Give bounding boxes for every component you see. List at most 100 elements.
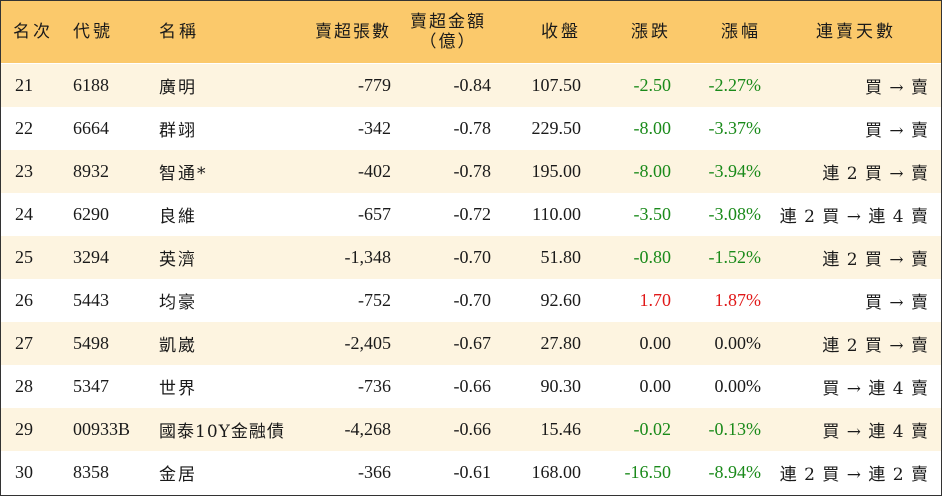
header-change: 漲跌 <box>631 22 671 42</box>
volume-cell: -342 <box>358 118 391 138</box>
name-cell: 國泰10Y金融債 <box>159 422 285 442</box>
header-pct: 漲幅 <box>721 22 761 42</box>
streak-cell: 買 → 賣 <box>864 78 929 98</box>
volume-cell: -1,348 <box>344 247 392 267</box>
pct-cell: -1.52% <box>708 247 762 267</box>
change-cell: 0.00 <box>639 333 672 353</box>
rank-cell: 30 <box>15 462 33 482</box>
code-cell: 8358 <box>73 462 109 482</box>
close-cell: 107.50 <box>531 75 582 95</box>
change-cell: 0.00 <box>639 376 672 396</box>
pct-cell: 0.00% <box>714 376 762 396</box>
streak-cell: 連 2 買 → 連 4 賣 <box>779 207 929 227</box>
amount-cell: -0.78 <box>453 118 492 138</box>
change-cell: -16.50 <box>624 462 672 482</box>
table-row: 29 00933B 國泰10Y金融債 -4,268 -0.66 15.46 -0… <box>1 408 941 451</box>
streak-cell: 買 → 賣 <box>864 293 929 313</box>
table-row: 21 6188 廣明 -779 -0.84 107.50 -2.50 -2.27… <box>1 64 941 107</box>
header-amount-line1: 賣超金額 <box>410 12 486 32</box>
rank-cell: 23 <box>15 161 33 181</box>
volume-cell: -752 <box>358 290 391 310</box>
close-cell: 195.00 <box>531 161 582 181</box>
header-net-sell-volume: 賣超張數 <box>315 22 391 42</box>
pct-cell: 1.87% <box>714 290 762 310</box>
volume-cell: -4,268 <box>344 419 392 439</box>
pct-cell: -3.37% <box>708 118 762 138</box>
volume-cell: -657 <box>358 204 391 224</box>
name-cell: 廣明 <box>159 78 197 98</box>
close-cell: 229.50 <box>531 118 582 138</box>
header-rank: 名次 <box>13 22 53 42</box>
table-header: 名次 代號 名稱 賣超張數 賣超金額 （億） 收盤 漲跌 漲幅 連賣天數 <box>1 1 941 63</box>
pct-cell: -2.27% <box>708 75 762 95</box>
close-cell: 90.30 <box>540 376 582 396</box>
table-row: 26 5443 均豪 -752 -0.70 92.60 1.70 1.87% 買… <box>1 279 941 322</box>
name-cell: 群翊 <box>159 121 197 141</box>
change-cell: -0.02 <box>633 419 672 439</box>
streak-cell: 買 → 連 4 賣 <box>822 379 929 399</box>
volume-cell: -736 <box>358 376 391 396</box>
rank-cell: 24 <box>15 204 33 224</box>
code-cell: 6188 <box>73 75 109 95</box>
rank-cell: 28 <box>15 376 33 396</box>
streak-cell: 買 → 連 4 賣 <box>822 422 929 442</box>
name-cell: 世界 <box>159 379 197 399</box>
close-cell: 110.00 <box>532 204 581 224</box>
pct-cell: -3.08% <box>708 204 762 224</box>
change-cell: -8.00 <box>633 161 672 181</box>
amount-cell: -0.61 <box>453 462 492 482</box>
code-cell: 5443 <box>73 290 109 310</box>
table-row: 23 8932 智通* -402 -0.78 195.00 -8.00 -3.9… <box>1 150 941 193</box>
pct-cell: 0.00% <box>714 333 762 353</box>
amount-cell: -0.67 <box>453 333 492 353</box>
code-cell: 8932 <box>73 161 109 181</box>
table-row: 22 6664 群翊 -342 -0.78 229.50 -8.00 -3.37… <box>1 107 941 150</box>
header-name: 名稱 <box>159 22 199 42</box>
code-cell: 00933B <box>73 419 131 439</box>
rank-cell: 26 <box>15 290 33 310</box>
header-streak: 連賣天數 <box>816 22 896 42</box>
amount-cell: -0.70 <box>453 290 492 310</box>
amount-cell: -0.66 <box>453 419 492 439</box>
header-code: 代號 <box>73 22 113 42</box>
amount-cell: -0.72 <box>453 204 492 224</box>
code-cell: 3294 <box>73 247 109 267</box>
volume-cell: -402 <box>358 161 391 181</box>
change-cell: -3.50 <box>633 204 672 224</box>
code-cell: 5498 <box>73 333 109 353</box>
rank-cell: 21 <box>15 75 33 95</box>
volume-cell: -779 <box>358 75 391 95</box>
rank-cell: 22 <box>15 118 33 138</box>
change-cell: -2.50 <box>633 75 672 95</box>
code-cell: 5347 <box>73 376 109 396</box>
change-cell: -8.00 <box>633 118 672 138</box>
header-net-sell-amount: 賣超金額 （億） <box>403 1 493 63</box>
amount-cell: -0.70 <box>453 247 492 267</box>
rank-cell: 25 <box>15 247 33 267</box>
change-cell: 1.70 <box>639 290 672 310</box>
streak-cell: 連 2 買 → 賣 <box>822 250 929 270</box>
name-cell: 良維 <box>159 207 197 227</box>
close-cell: 51.80 <box>540 247 582 267</box>
table-row: 25 3294 英濟 -1,348 -0.70 51.80 -0.80 -1.5… <box>1 236 941 279</box>
change-cell: -0.80 <box>633 247 672 267</box>
name-cell: 均豪 <box>159 293 197 313</box>
pct-cell: -3.94% <box>708 161 762 181</box>
code-cell: 6290 <box>73 204 109 224</box>
name-cell: 金居 <box>159 465 197 485</box>
volume-cell: -366 <box>358 462 391 482</box>
rank-cell: 27 <box>15 333 33 353</box>
streak-cell: 連 2 買 → 賣 <box>822 336 929 356</box>
code-cell: 6664 <box>73 118 109 138</box>
close-cell: 27.80 <box>540 333 582 353</box>
table-row: 30 8358 金居 -366 -0.61 168.00 -16.50 -8.9… <box>1 451 941 494</box>
rank-cell: 29 <box>15 419 33 439</box>
streak-cell: 買 → 賣 <box>864 121 929 141</box>
header-amount-line2: （億） <box>419 32 477 52</box>
header-close: 收盤 <box>541 22 581 42</box>
table-row: 28 5347 世界 -736 -0.66 90.30 0.00 0.00% 買… <box>1 365 941 408</box>
streak-cell: 連 2 買 → 連 2 賣 <box>779 465 929 485</box>
close-cell: 15.46 <box>540 419 582 439</box>
name-cell: 凱崴 <box>159 336 197 356</box>
